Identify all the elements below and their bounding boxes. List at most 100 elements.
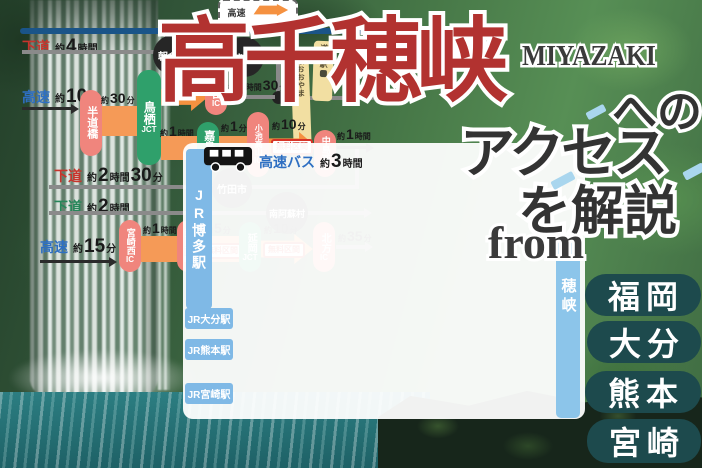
duration-part: 時間 — [109, 204, 130, 215]
local-road-line — [22, 50, 278, 54]
duration-part: 分 — [152, 173, 163, 184]
bus-mode-label: 高速バス — [259, 154, 315, 170]
duration: 約 2 時間 — [87, 196, 130, 218]
duration-part: 3 — [331, 151, 342, 172]
duration-part: 約 — [163, 76, 171, 85]
duration-part: 分 — [106, 244, 117, 255]
waterfall-stream-image — [158, 28, 170, 390]
duration-part: 30 — [110, 90, 126, 106]
duration-part: 時間 — [78, 40, 98, 55]
duration-part: 30 — [172, 70, 188, 86]
local-merge-line — [227, 95, 275, 99]
duration-part: 約 — [101, 96, 109, 105]
prefecture-badge-oita: 大分 — [587, 321, 701, 363]
waterfall-image — [30, 0, 158, 398]
segment-duration: 約 1 時間 — [160, 123, 194, 139]
local-road-connector — [276, 52, 280, 94]
duration-part: 分 — [188, 76, 197, 85]
station-hakata: JR博多駅 — [186, 149, 212, 309]
city-stop-ukiha: うきは市 — [224, 37, 264, 77]
highway-legend: 高速 — [218, 0, 298, 26]
duration-part: 4 — [66, 36, 77, 57]
highway-segment-band — [102, 106, 137, 136]
segment-duration: 約 2 時間 30 分 — [228, 77, 287, 93]
expressway-mode-label: 高速 — [22, 89, 50, 105]
bus-route-line — [20, 28, 374, 34]
junction-dot — [272, 91, 285, 104]
region-label: MIYAZAKI — [520, 39, 658, 73]
duration-part: 2 — [98, 196, 109, 217]
duration-part: 約 — [272, 122, 280, 131]
legend-highway-arrow-icon — [251, 3, 289, 22]
local-road-mode-label: 下道 — [22, 39, 50, 55]
expressway-arrow — [40, 260, 110, 263]
city-stop-asakura: 朝倉市 — [153, 35, 193, 75]
expressway-mode-label: 高速 — [40, 239, 68, 255]
duration-part: 15 — [84, 236, 106, 257]
duration-part: 分 — [279, 83, 288, 92]
station-kumamoto: JR熊本駅 — [185, 339, 233, 360]
segment-duration: 約 30 分 — [163, 70, 197, 86]
title-access: アクセス — [456, 122, 672, 185]
bus-duration: 約 3 時間 — [320, 151, 363, 173]
node-tosu-jct: 鳥栖 JCT — [137, 70, 161, 165]
duration-part: 時間 — [109, 173, 130, 184]
duration-part: 時間 — [177, 129, 194, 138]
segment-duration: 約 30 分 — [101, 90, 135, 106]
destination-bar-takachiho: 穂峡 — [556, 240, 580, 418]
node-miyazakinishi-ic: 宮崎西 IC — [119, 220, 141, 272]
prefecture-badge-fukuoka: 福岡 — [585, 274, 701, 316]
duration-part: 約 — [320, 159, 330, 170]
legend-highway-label: 高速 — [227, 8, 246, 18]
duration: 約4時間 — [55, 36, 98, 58]
local-road-mode-label: 下道 — [54, 168, 82, 184]
route-diagram-panel: JR博多駅 JR大分駅 JR熊本駅 JR宮崎駅 高速バス 約 3 時間 — [183, 143, 585, 419]
title-from: from — [485, 217, 587, 269]
prefecture-badge-kumamoto: 熊本 — [585, 371, 701, 413]
duration-part: 約 — [160, 129, 168, 138]
station-oita: JR大分駅 — [185, 308, 233, 329]
duration-part: 約 — [55, 94, 65, 105]
bus-icon — [203, 146, 253, 178]
duration-part: 時間 — [160, 226, 177, 235]
title-explain: を解説 — [514, 182, 681, 243]
duration-part: 30 — [130, 165, 152, 186]
duration-part: 時間 — [245, 83, 262, 92]
duration-part: 分 — [126, 96, 135, 105]
prefecture-badge-miyazaki: 宮崎 — [587, 419, 701, 463]
duration-part: 2 — [237, 77, 245, 93]
duration-part: 約 — [221, 124, 229, 133]
segment-duration: 約 1 時間 — [337, 126, 371, 142]
duration-part: 約 — [337, 132, 345, 141]
duration-part: 30 — [262, 77, 279, 93]
duration-part: 約 — [87, 204, 97, 215]
duration-part: 1 — [230, 118, 238, 134]
duration-part: 1 — [169, 123, 177, 139]
segment-duration: 約 1 時間 — [143, 220, 177, 236]
duration-part: 1 — [152, 220, 160, 236]
hakata-local-label: 下道 約4時間 — [22, 36, 98, 58]
page-title: 高千穂峡 — [154, 11, 512, 113]
duration: 約 15 分 — [73, 236, 116, 258]
duration-part: 時間 — [342, 159, 363, 170]
duration-part: 約 — [228, 83, 236, 92]
expressway-arrow — [22, 107, 72, 110]
bus-route-label: 高速バス 約 3 時間 — [259, 151, 363, 173]
node-handoubashi: 半道橋 — [80, 90, 102, 156]
duration-part: 2 — [98, 165, 109, 186]
duration: 約 2 時間 30 分 — [87, 165, 163, 187]
miyazaki-expressway-label: 高速 約 15 分 — [40, 236, 116, 258]
duration-part: 約 — [55, 40, 65, 55]
duration-part: 約 — [73, 244, 83, 255]
node-hita-ic: 日田 IC — [205, 70, 227, 115]
title-heno: への — [608, 86, 702, 138]
duration-part: 分 — [297, 122, 306, 131]
duration-part: 1 — [346, 126, 354, 142]
highway-segment-band — [141, 236, 177, 262]
duration-part: 約 — [87, 173, 97, 184]
oita-local-label: 下道 約 2 時間 30 分 — [54, 165, 163, 187]
duration-part: 10 — [281, 116, 297, 132]
duration-part: 時間 — [354, 132, 371, 141]
